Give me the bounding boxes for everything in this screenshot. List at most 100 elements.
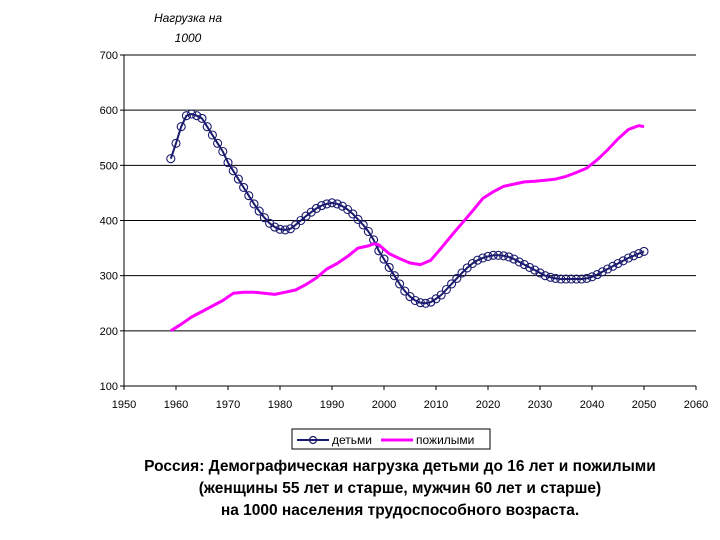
x-tick-label: 2020 xyxy=(476,399,500,411)
data-point xyxy=(436,290,446,300)
data-point xyxy=(634,249,644,259)
data-point xyxy=(488,250,498,260)
y-tick-label: 700 xyxy=(100,50,118,62)
series-group xyxy=(166,109,649,333)
data-point xyxy=(519,260,529,270)
data-point xyxy=(363,226,373,237)
y-axis-label-line2: 1000 xyxy=(175,31,202,45)
data-point xyxy=(629,251,639,261)
x-tick-label: 1990 xyxy=(320,399,344,411)
data-point xyxy=(499,251,509,261)
data-point xyxy=(254,206,264,216)
x-tick-labels: 1950 1960 1970 1980 1990 2000 2010 2020 2030 2040… xyxy=(112,399,708,411)
x-tick-label: 2040 xyxy=(580,399,604,411)
data-point xyxy=(561,274,571,284)
data-point xyxy=(317,201,327,211)
caption-line-2: (женщины 55 лет и старше, мужчин 60 лет … xyxy=(198,480,602,497)
data-point xyxy=(415,298,425,308)
y-tick-label: 600 xyxy=(100,105,118,117)
figure-caption: Россия: Демографическая нагрузка детьми … xyxy=(80,456,720,522)
data-point xyxy=(509,254,519,264)
data-point xyxy=(311,203,321,213)
data-point xyxy=(322,199,332,209)
data-point xyxy=(400,286,410,296)
data-point xyxy=(603,264,613,274)
data-point xyxy=(343,204,353,215)
data-point xyxy=(462,263,472,273)
chart-svg: Нагрузка на 1000 100 200 300 400 500 600 700 1… xyxy=(100,11,708,450)
data-point xyxy=(551,273,561,283)
data-point xyxy=(223,158,233,168)
data-point xyxy=(525,262,535,272)
data-point xyxy=(296,215,306,226)
data-point xyxy=(421,298,431,308)
data-point xyxy=(171,138,181,148)
data-point xyxy=(597,267,607,277)
legend-children-marker xyxy=(308,435,318,445)
data-point xyxy=(395,279,405,289)
data-point xyxy=(379,254,389,264)
data-point xyxy=(327,198,337,208)
y-tick-label: 300 xyxy=(100,271,118,283)
data-point xyxy=(493,250,503,260)
data-point xyxy=(270,222,280,232)
data-point xyxy=(384,262,394,272)
data-point xyxy=(426,297,436,307)
y-tick-label: 200 xyxy=(100,326,118,338)
legend: детьми пожилыми xyxy=(291,428,491,450)
data-point xyxy=(545,272,555,282)
x-tick-label: 2000 xyxy=(372,399,396,411)
x-tick-label: 2030 xyxy=(528,399,552,411)
data-point xyxy=(348,209,358,219)
data-point xyxy=(514,257,524,267)
x-tick-label: 2050 xyxy=(632,399,656,411)
y-tick-label: 500 xyxy=(100,160,118,172)
data-point xyxy=(473,255,483,265)
data-point xyxy=(259,213,269,223)
gridlines xyxy=(124,54,696,332)
x-tick-label: 2060 xyxy=(684,399,708,411)
data-point xyxy=(587,272,597,282)
data-point xyxy=(192,111,202,121)
data-point xyxy=(244,191,254,201)
data-point xyxy=(291,220,301,230)
data-point xyxy=(582,273,592,283)
data-point xyxy=(249,199,259,209)
y-tick-labels: 100 200 300 400 500 600 700 xyxy=(100,50,118,393)
caption-line-1: Россия: Демографическая нагрузка детьми … xyxy=(144,458,656,475)
data-point xyxy=(207,130,217,140)
data-point xyxy=(623,253,633,263)
x-tick-label: 1960 xyxy=(164,399,188,411)
data-point xyxy=(639,246,649,256)
data-point xyxy=(457,268,467,278)
data-point xyxy=(239,182,249,192)
data-point xyxy=(389,271,399,281)
data-point xyxy=(233,174,243,184)
legend-children-label: детьми xyxy=(332,433,372,447)
data-point xyxy=(530,265,540,275)
x-tick-label: 1980 xyxy=(268,399,292,411)
data-point xyxy=(571,274,581,284)
data-point xyxy=(467,258,477,269)
data-point xyxy=(213,138,223,148)
caption-line-3: на 1000 населения трудоспособного возрас… xyxy=(220,502,580,519)
y-axis-label-line1: Нагрузка на xyxy=(154,11,222,25)
data-point xyxy=(577,274,587,284)
data-point xyxy=(187,109,197,119)
data-point xyxy=(452,273,462,283)
data-point xyxy=(353,214,363,224)
y-tick-label: 100 xyxy=(100,381,118,393)
series-line-1 xyxy=(169,124,645,333)
x-tick-label: 1950 xyxy=(112,399,136,411)
data-point xyxy=(504,252,514,262)
data-point xyxy=(228,166,238,176)
data-point xyxy=(556,274,566,284)
x-tick-label: 1970 xyxy=(216,399,240,411)
data-point xyxy=(181,111,191,121)
data-point xyxy=(618,256,628,266)
y-tick-label: 400 xyxy=(100,216,118,228)
data-point xyxy=(478,253,488,263)
data-point xyxy=(592,270,602,280)
data-point xyxy=(337,201,347,211)
data-point xyxy=(280,225,290,235)
